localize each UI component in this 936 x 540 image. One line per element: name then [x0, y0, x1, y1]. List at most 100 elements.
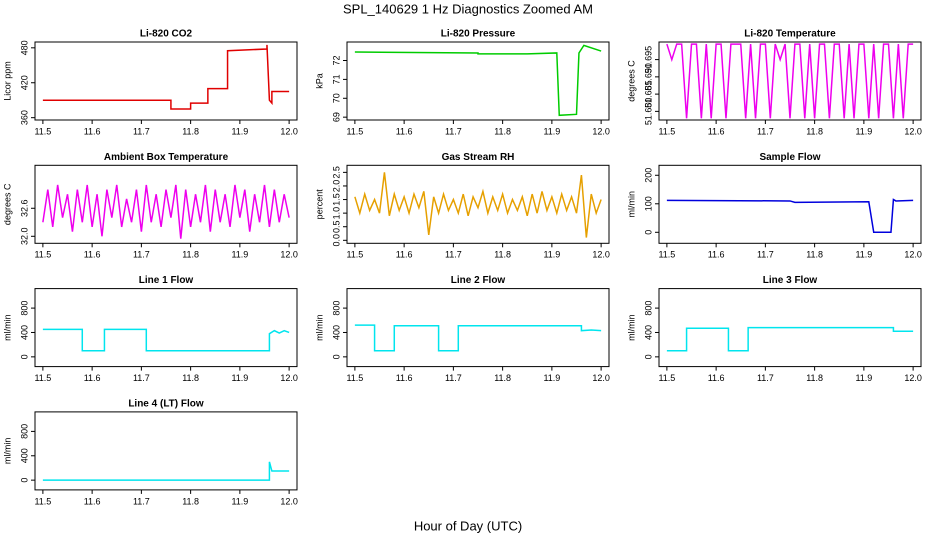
y-axis-label: kPa: [314, 73, 324, 89]
plot-frame: [346, 164, 610, 244]
y-tick-label: 32.0: [19, 228, 29, 246]
y-axis-label: Licor ppm: [2, 61, 12, 101]
y-tick-label: 0: [19, 354, 29, 359]
panel-title: Line 4 (LT) Flow: [128, 399, 204, 410]
plot-frame: [34, 41, 298, 121]
y-axis-label: ml/min: [626, 314, 636, 341]
x-tick-label: 12.0: [904, 126, 922, 136]
y-tick-label: 69: [331, 112, 341, 122]
x-tick-label: 11.7: [133, 496, 150, 506]
x-tick-label: 11.5: [34, 250, 51, 260]
x-tick-label: 11.9: [231, 126, 248, 136]
x-tick-label: 12.0: [592, 126, 610, 136]
x-tick-label: 11.5: [346, 126, 363, 136]
x-tick-label: 11.7: [757, 373, 774, 383]
y-tick-label: 2.0: [331, 180, 341, 193]
x-tick-label: 11.8: [182, 373, 199, 383]
x-tick-label: 11.8: [494, 373, 511, 383]
data-line: [354, 324, 602, 352]
panel-title: Line 1 Flow: [139, 275, 194, 286]
y-tick-label: 0: [19, 478, 29, 483]
x-tick-label: 11.6: [708, 250, 725, 260]
x-tick-label: 11.5: [658, 373, 675, 383]
panel-title: Line 2 Flow: [451, 275, 506, 286]
x-tick-label: 11.8: [494, 126, 511, 136]
y-tick-label: 360: [19, 110, 29, 125]
x-tick-label: 11.9: [855, 373, 872, 383]
x-tick-label: 11.9: [855, 250, 872, 260]
x-tick-label: 11.6: [708, 126, 725, 136]
y-axis-label: percent: [314, 189, 324, 220]
panel-title: Ambient Box Temperature: [104, 152, 229, 163]
y-tick-label: 100: [643, 196, 653, 211]
y-tick-label: 800: [643, 301, 653, 316]
x-tick-label: 11.6: [84, 496, 101, 506]
x-tick-label: 11.8: [806, 126, 823, 136]
x-tick-label: 11.8: [182, 126, 199, 136]
y-tick-label: 400: [19, 325, 29, 340]
y-tick-label: 0.5: [331, 220, 341, 233]
y-tick-label: 51.680: [643, 98, 653, 126]
x-tick-label: 11.8: [182, 250, 199, 260]
y-tick-label: 420: [19, 75, 29, 90]
plot-frame: [346, 41, 610, 121]
y-tick-label: 400: [19, 448, 29, 463]
panel-title: Line 3 Flow: [763, 275, 818, 286]
page-title: SPL_140629 1 Hz Diagnostics Zoomed AM: [343, 1, 593, 16]
y-tick-label: 0: [331, 354, 341, 359]
x-tick-label: 11.7: [133, 373, 150, 383]
data-line: [354, 172, 602, 238]
x-tick-label: 11.7: [445, 250, 462, 260]
y-tick-label: 400: [331, 325, 341, 340]
x-tick-label: 12.0: [592, 373, 610, 383]
y-tick-label: 2.5: [331, 166, 341, 179]
y-tick-label: 72: [331, 56, 341, 66]
x-tick-label: 11.7: [445, 126, 462, 136]
y-axis-label: ml/min: [314, 314, 324, 341]
x-tick-label: 11.6: [396, 373, 413, 383]
x-tick-label: 11.7: [133, 250, 150, 260]
x-tick-label: 12.0: [904, 250, 922, 260]
y-tick-label: 400: [643, 325, 653, 340]
plot-frame: [34, 164, 298, 244]
x-tick-label: 11.5: [658, 126, 675, 136]
x-tick-label: 12.0: [280, 126, 298, 136]
x-tick-label: 11.7: [757, 250, 774, 260]
y-axis-label: ml/min: [2, 438, 12, 465]
y-tick-label: 0: [643, 354, 653, 359]
x-tick-label: 12.0: [904, 373, 922, 383]
y-tick-label: 51.685: [643, 80, 653, 108]
panel-title: Sample Flow: [759, 152, 820, 163]
y-tick-label: 32.6: [19, 200, 29, 218]
y-tick-label: 0: [643, 230, 653, 235]
plot-frame: [34, 411, 298, 491]
x-tick-label: 12.0: [592, 250, 610, 260]
x-tick-label: 11.7: [445, 373, 462, 383]
x-tick-label: 11.8: [806, 373, 823, 383]
panel-title: Li-820 CO2: [140, 29, 193, 40]
plot-frame: [658, 41, 922, 121]
x-tick-label: 11.5: [658, 250, 675, 260]
data-line: [42, 184, 290, 239]
x-tick-label: 11.5: [34, 126, 51, 136]
x-tick-label: 11.9: [543, 126, 560, 136]
data-line: [42, 328, 290, 352]
x-tick-label: 11.6: [84, 250, 101, 260]
x-tick-label: 11.5: [34, 373, 51, 383]
data-line: [42, 461, 290, 481]
x-tick-label: 11.8: [806, 250, 823, 260]
x-tick-label: 11.5: [346, 250, 363, 260]
plot-frame: [658, 288, 922, 368]
y-tick-label: 51.695: [643, 46, 653, 74]
x-tick-label: 11.8: [494, 250, 511, 260]
x-axis-label: Hour of Day (UTC): [414, 518, 522, 533]
panel-title: Li-820 Temperature: [744, 29, 836, 40]
y-axis-label: ml/min: [626, 191, 636, 218]
x-tick-label: 11.6: [396, 126, 413, 136]
y-tick-label: 800: [19, 301, 29, 316]
y-axis-label: degrees C: [2, 183, 12, 225]
x-tick-label: 11.9: [543, 250, 560, 260]
plot-frame: [34, 288, 298, 368]
x-tick-label: 11.6: [84, 126, 101, 136]
